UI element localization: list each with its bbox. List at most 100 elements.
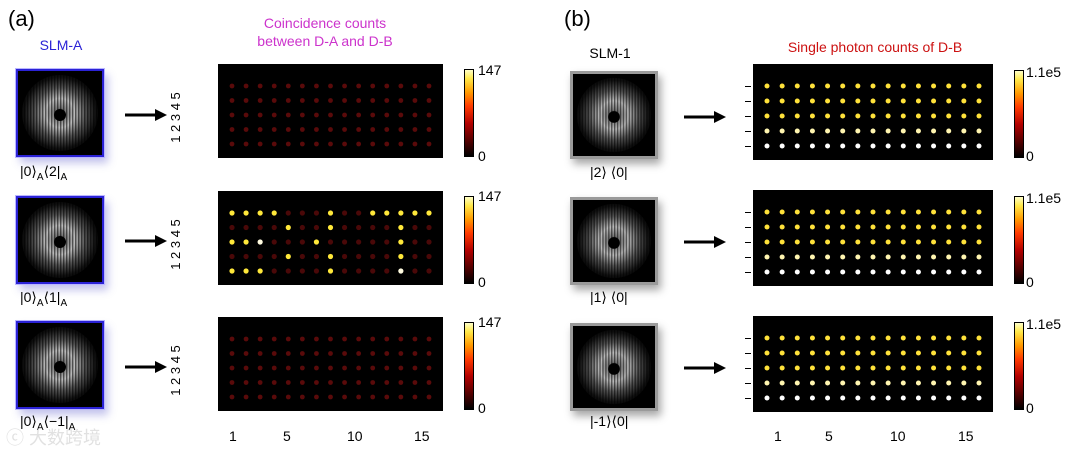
grid-dot	[299, 127, 305, 132]
grid-dot	[384, 141, 390, 147]
grid-dot	[327, 239, 334, 245]
grid-dot	[412, 268, 418, 274]
colorbar-max-b-row3: 1.1e5	[1026, 316, 1062, 332]
grid-dot	[341, 253, 348, 260]
grid-dot	[299, 239, 305, 245]
arrow-right-icon	[684, 235, 726, 249]
grid-dot	[426, 210, 432, 216]
grid-dot	[229, 380, 235, 385]
grid-dot	[794, 380, 800, 386]
grid-dot	[412, 365, 418, 371]
grid-dot	[885, 380, 891, 386]
colorbar-max-a-row2: 147	[478, 188, 502, 204]
grid-dot	[779, 98, 785, 104]
grid-dot	[271, 127, 277, 132]
grid-dot	[229, 253, 235, 260]
grid-dot	[870, 335, 876, 341]
grid-dot	[426, 351, 432, 356]
y-tick-mark	[745, 242, 751, 243]
grid-dot	[398, 380, 404, 385]
grid-dot	[840, 113, 846, 119]
grid-dot	[398, 112, 404, 118]
grid-dot	[426, 224, 432, 231]
arrow-right-icon	[125, 108, 167, 122]
grid-dot	[384, 210, 390, 216]
grid-dot	[370, 83, 376, 89]
grid-dot	[764, 350, 770, 356]
ket-label-a-row2: |0⟩A⟨1|A	[20, 289, 68, 309]
grid-dot	[314, 83, 319, 89]
grid-dot	[299, 83, 305, 89]
grid-dot	[271, 365, 277, 371]
grid-dot	[257, 83, 263, 89]
grid-dot	[243, 224, 249, 231]
grid-dot	[915, 209, 921, 215]
dot-grid	[764, 335, 982, 401]
grid-dot	[342, 141, 347, 147]
grid-dot	[257, 210, 263, 216]
grid-dot	[961, 143, 967, 149]
grid-dot	[271, 239, 277, 245]
grid-dot	[961, 98, 967, 104]
grid-dot	[915, 380, 921, 386]
grid-dot	[870, 143, 876, 149]
grid-dot	[328, 127, 333, 132]
grid-dot	[961, 113, 967, 119]
grid-dot	[398, 127, 404, 132]
grid-dot	[313, 210, 320, 216]
grid-dot	[870, 83, 876, 89]
hologram-b-row3	[570, 323, 658, 411]
grid-dot	[961, 83, 967, 89]
grid-dot	[370, 98, 376, 103]
colorbar-min-b-row1: 0	[1026, 148, 1034, 164]
grid-dot	[356, 365, 362, 371]
grid-dot	[764, 98, 770, 104]
grid-dot	[243, 351, 249, 356]
grid-dot	[976, 128, 982, 134]
grid-dot	[342, 98, 347, 103]
grid-dot	[398, 253, 404, 260]
y-tick-mark	[745, 383, 751, 384]
grid-dot	[840, 98, 846, 104]
grid-dot	[931, 113, 937, 119]
grid-dot	[840, 143, 846, 149]
coincidence-title: Coincidence counts between D-A and D-B	[210, 14, 440, 50]
grid-dot	[313, 224, 320, 231]
grid-dot	[931, 83, 937, 89]
grid-dot	[931, 380, 937, 386]
grid-dot	[299, 253, 305, 260]
grid-dot	[398, 351, 404, 356]
grid-dot	[855, 269, 861, 275]
panel-a-tag: (a)	[8, 6, 35, 31]
grid-dot	[870, 128, 876, 134]
grid-dot	[426, 380, 432, 385]
grid-dot	[855, 365, 861, 371]
ket-label-a-row3: |0⟩A⟨−1|A	[20, 413, 76, 433]
grid-dot	[327, 210, 334, 216]
grid-dot	[825, 395, 831, 401]
grid-dot	[885, 335, 891, 341]
grid-dot	[285, 239, 291, 245]
grid-dot	[840, 365, 846, 371]
grid-dot	[384, 127, 390, 132]
grid-dot	[243, 141, 249, 147]
colorbar-b-row1	[1014, 70, 1024, 158]
grid-dot	[229, 365, 235, 371]
grid-dot	[794, 365, 800, 371]
grid-dot	[384, 336, 390, 342]
dot-grid	[229, 210, 432, 274]
grid-dot	[840, 269, 846, 275]
grid-dot	[825, 254, 831, 260]
grid-dot	[976, 83, 982, 89]
grid-dot	[764, 224, 770, 230]
dot-grid	[764, 209, 982, 275]
grid-dot	[855, 254, 861, 260]
hologram-pattern-icon	[18, 198, 102, 282]
grid-dot	[328, 98, 333, 103]
grid-dot	[398, 268, 404, 274]
grid-dot	[825, 209, 831, 215]
y-tick-mark	[745, 368, 751, 369]
grid-dot	[384, 253, 390, 260]
grid-dot	[356, 112, 362, 118]
grid-dot	[271, 224, 277, 231]
